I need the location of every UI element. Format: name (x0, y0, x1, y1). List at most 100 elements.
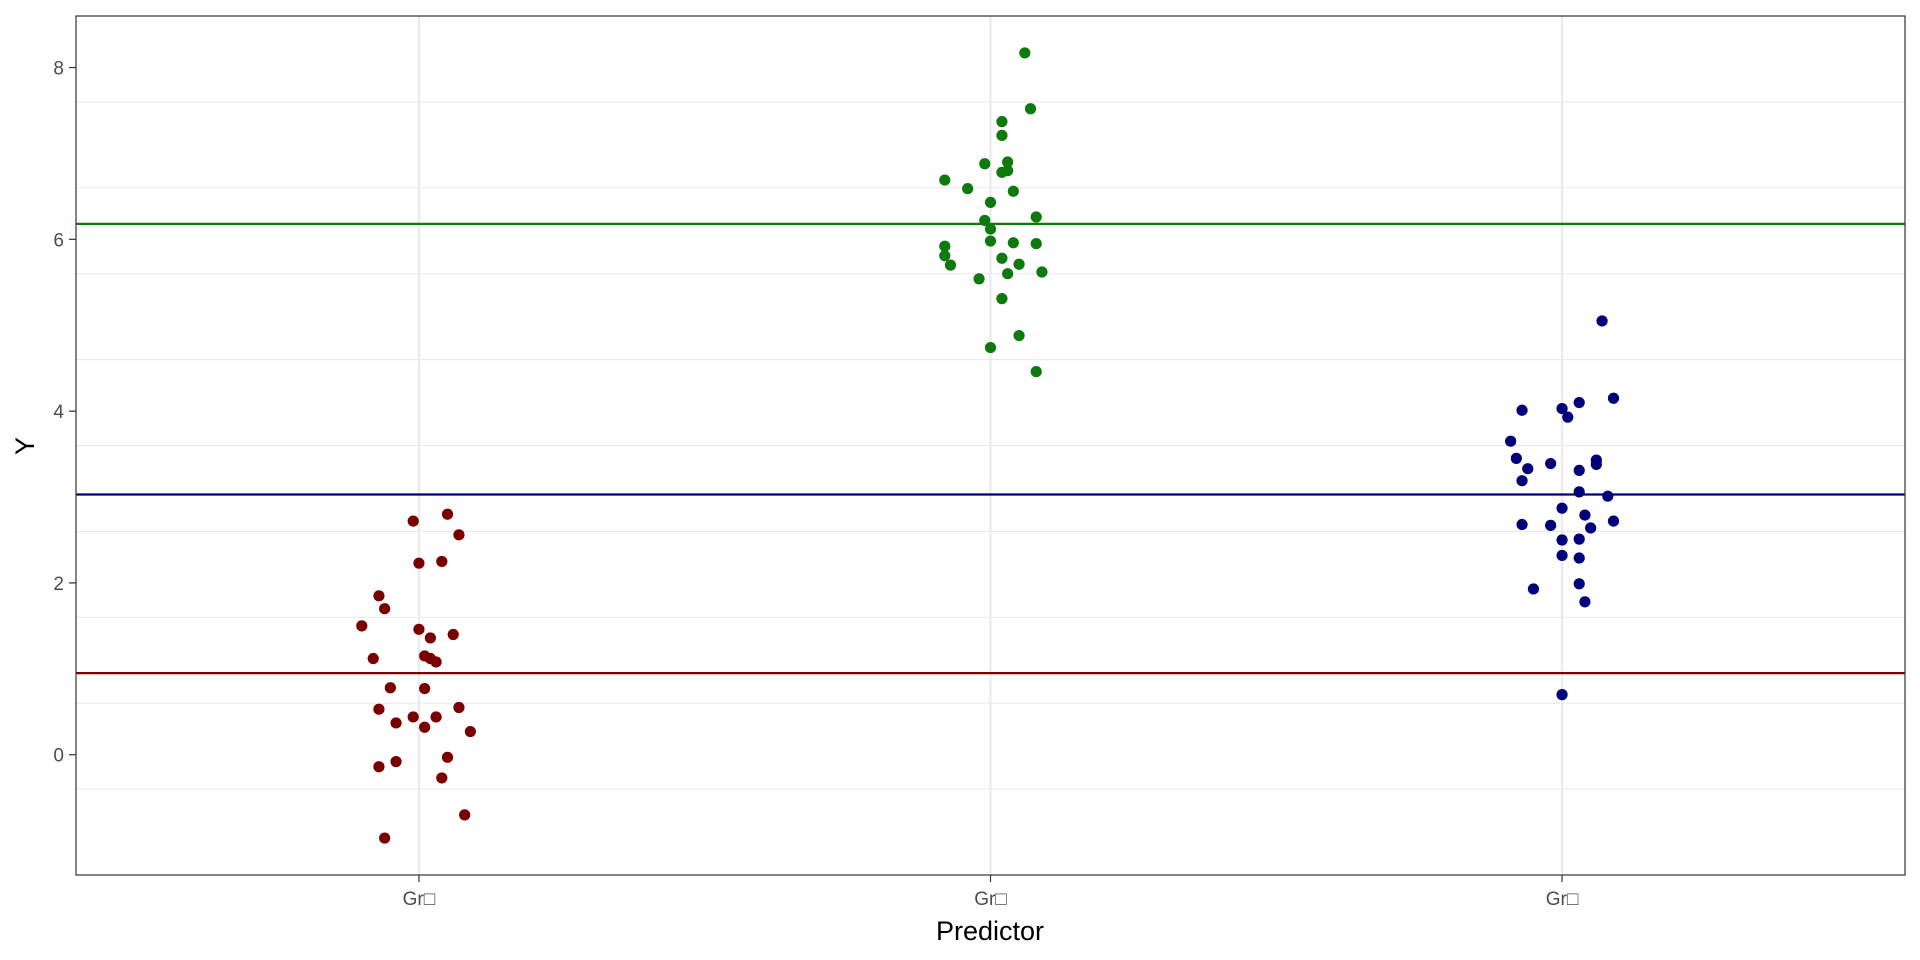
data-point (973, 273, 985, 285)
data-point (1510, 452, 1522, 464)
y-tick-label: 8 (53, 59, 64, 80)
data-point (436, 772, 448, 784)
y-tick-label: 0 (53, 746, 64, 767)
data-point (979, 214, 991, 227)
data-point (436, 555, 448, 568)
data-point (1585, 522, 1597, 534)
data-point (1590, 458, 1602, 470)
data-point (1013, 258, 1025, 270)
data-point (413, 623, 425, 635)
data-point (419, 682, 431, 695)
data-point (384, 682, 396, 694)
data-point (413, 557, 425, 569)
data-point (1573, 552, 1585, 564)
data-point (984, 235, 997, 247)
y-tick-label: 4 (53, 402, 64, 423)
data-point (1602, 490, 1614, 502)
data-point (1522, 463, 1534, 475)
data-point (1562, 411, 1574, 423)
data-point (1579, 509, 1591, 521)
data-point (939, 240, 951, 252)
data-point (373, 761, 385, 773)
y-axis-title: Y (10, 437, 40, 455)
data-point (459, 809, 471, 821)
data-point (1505, 435, 1517, 447)
data-point (984, 196, 997, 209)
data-point (1556, 689, 1568, 701)
data-point (441, 508, 454, 520)
data-point (356, 620, 368, 632)
data-point (441, 751, 454, 763)
data-point (390, 717, 402, 729)
data-point (1607, 392, 1620, 404)
data-point (1024, 103, 1037, 115)
data-point (407, 711, 419, 723)
data-point (1573, 486, 1585, 498)
x-axis-title: Predictor (936, 916, 1044, 946)
y-axis-ticks: 0 2 4 6 8 (53, 59, 76, 767)
data-point (939, 250, 951, 262)
data-point (1007, 237, 1019, 249)
data-point (1579, 596, 1591, 608)
y-tick-label: 6 (53, 230, 64, 251)
data-point (1013, 329, 1025, 342)
data-point (430, 711, 442, 723)
data-point (1036, 266, 1048, 278)
data-point (379, 603, 391, 615)
data-point (373, 703, 385, 715)
data-point (447, 628, 459, 641)
data-point (424, 632, 436, 644)
data-point (996, 293, 1008, 305)
data-point (453, 529, 465, 541)
data-point (962, 183, 974, 195)
data-point (984, 341, 997, 354)
data-point (1030, 238, 1042, 250)
data-point (1573, 578, 1585, 590)
data-point (1556, 549, 1568, 562)
data-point (1002, 268, 1014, 280)
data-point (1527, 583, 1540, 595)
data-point (1545, 519, 1557, 531)
data-point (430, 656, 442, 668)
data-point (1556, 402, 1568, 415)
data-point (1556, 502, 1568, 514)
data-point (979, 158, 991, 170)
data-point (453, 701, 465, 714)
data-points (356, 47, 1620, 844)
data-point (373, 590, 385, 602)
data-point (944, 259, 957, 271)
data-point (984, 223, 997, 235)
data-point (390, 756, 402, 768)
data-point (996, 252, 1008, 264)
data-point (996, 129, 1008, 142)
data-point (407, 515, 419, 527)
data-point (1002, 156, 1014, 168)
data-point (1516, 404, 1528, 416)
data-point (1607, 515, 1620, 527)
data-point (1516, 518, 1528, 531)
data-point (1019, 47, 1031, 59)
data-point (1556, 534, 1568, 546)
data-point (1573, 464, 1585, 477)
x-tick-label: Gr□ (1546, 889, 1579, 910)
data-point (1573, 396, 1585, 409)
x-axis-ticks: Gr□ Gr□ Gr□ (403, 875, 1579, 910)
data-point (1596, 315, 1608, 327)
data-point (1573, 533, 1585, 545)
x-tick-label: Gr□ (403, 889, 436, 910)
data-point (464, 725, 476, 738)
data-point (1030, 211, 1042, 223)
data-point (996, 166, 1008, 178)
y-tick-label: 2 (53, 574, 64, 595)
data-point (379, 832, 391, 844)
data-point (1545, 457, 1557, 470)
data-point (1516, 475, 1528, 487)
data-point (1030, 366, 1042, 378)
data-point (419, 721, 431, 733)
data-point (1007, 185, 1019, 197)
data-point (939, 174, 951, 186)
x-tick-label: Gr□ (974, 889, 1007, 910)
data-point (996, 116, 1008, 128)
